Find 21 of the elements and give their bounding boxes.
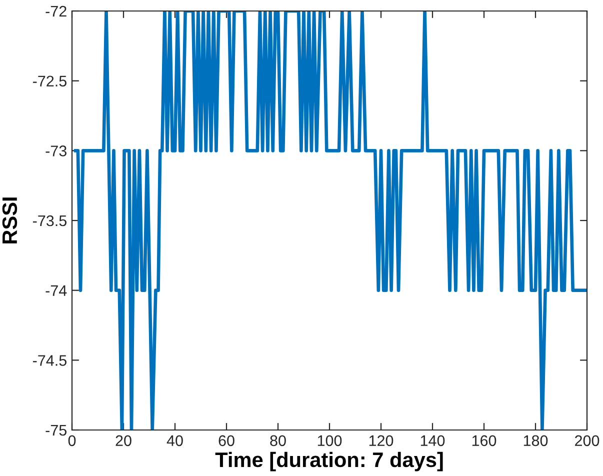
x-tick-label: 40	[166, 435, 183, 446]
x-tick-label: 80	[270, 435, 286, 446]
y-tick-label: -75	[46, 425, 66, 436]
y-tick-label: -74.5	[33, 355, 66, 366]
line-series	[74, 11, 587, 430]
x-tick-label: 180	[524, 435, 548, 446]
x-axis-title: Time [duration: 7 days]	[215, 452, 443, 472]
x-tick-label: 20	[116, 435, 132, 446]
x-tick-label: 140	[420, 435, 445, 446]
x-tick-label: 0	[68, 435, 76, 446]
y-tick-label: -74	[46, 285, 67, 296]
y-tick-label: -72	[46, 6, 66, 17]
y-tick-label: -72.5	[33, 76, 66, 87]
x-tick-label: 100	[318, 435, 342, 446]
x-tick-label: 200	[575, 435, 600, 446]
x-tick-label: 120	[369, 435, 394, 446]
y-tick-label: -73.5	[33, 215, 66, 226]
y-tick-label: -73	[46, 146, 66, 156]
y-axis-title: RSSI	[2, 198, 18, 244]
x-tick-label: 160	[472, 435, 496, 446]
x-tick-label: 60	[218, 435, 234, 446]
